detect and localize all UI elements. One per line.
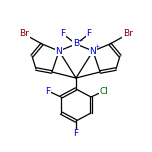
Text: Cl: Cl: [100, 86, 108, 95]
Text: +: +: [94, 45, 100, 50]
Text: F: F: [86, 29, 92, 38]
Text: −: −: [77, 38, 83, 43]
Text: F: F: [60, 29, 66, 38]
Text: N: N: [56, 47, 62, 55]
Text: Br: Br: [19, 29, 29, 38]
Text: F: F: [45, 86, 51, 95]
Text: B: B: [73, 40, 79, 48]
Text: N: N: [90, 47, 96, 55]
Text: F: F: [73, 130, 79, 138]
Text: Br: Br: [123, 29, 133, 38]
